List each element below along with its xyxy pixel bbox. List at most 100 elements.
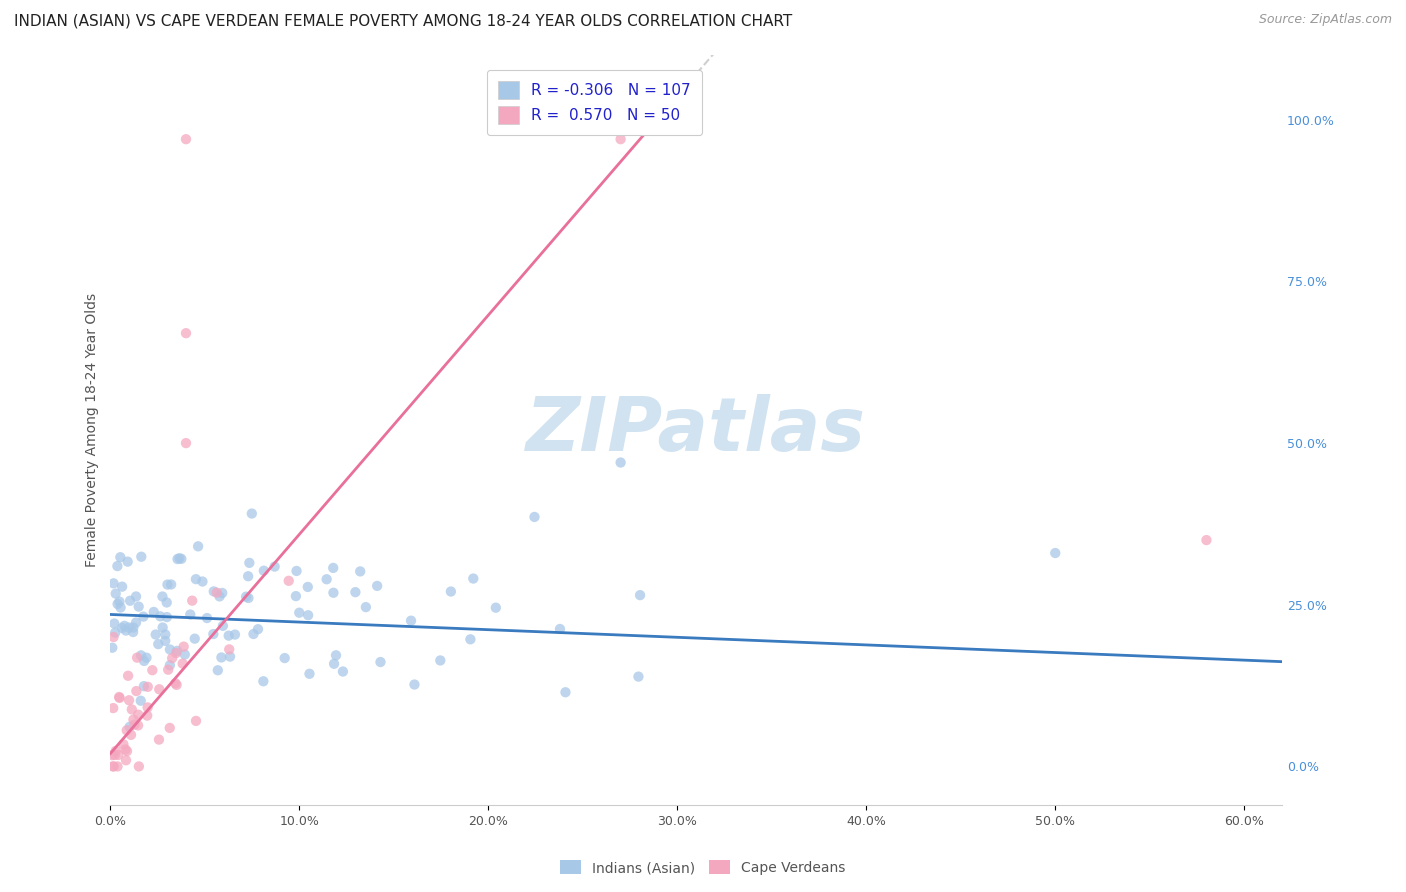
Point xyxy=(166,552,188,566)
Point xyxy=(125,684,148,698)
Point xyxy=(174,326,197,341)
Point xyxy=(212,619,235,633)
Point xyxy=(173,648,195,662)
Point xyxy=(211,586,233,600)
Point xyxy=(104,744,127,758)
Point xyxy=(136,700,159,714)
Point xyxy=(155,633,177,648)
Point xyxy=(112,619,135,633)
Point xyxy=(240,507,263,521)
Point xyxy=(132,609,155,624)
Point xyxy=(156,595,179,609)
Text: INDIAN (ASIAN) VS CAPE VERDEAN FEMALE POVERTY AMONG 18-24 YEAR OLDS CORRELATION : INDIAN (ASIAN) VS CAPE VERDEAN FEMALE PO… xyxy=(14,13,793,29)
Point xyxy=(165,646,187,660)
Point xyxy=(129,648,152,663)
Point xyxy=(125,590,148,604)
Point xyxy=(440,584,463,599)
Point xyxy=(609,132,631,146)
Point xyxy=(179,607,201,622)
Point xyxy=(191,574,214,589)
Point xyxy=(238,591,260,605)
Point xyxy=(120,728,142,742)
Point xyxy=(145,627,167,641)
Point xyxy=(218,642,240,657)
Point xyxy=(485,600,508,615)
Point xyxy=(127,650,149,665)
Point xyxy=(115,744,138,758)
Point xyxy=(218,629,240,643)
Point xyxy=(166,644,188,658)
Point xyxy=(142,605,165,619)
Point xyxy=(460,632,482,647)
Point xyxy=(103,576,125,591)
Point xyxy=(104,747,127,762)
Point xyxy=(252,674,274,689)
Point xyxy=(127,718,149,732)
Point xyxy=(181,593,204,607)
Point xyxy=(159,658,181,673)
Point xyxy=(104,625,127,640)
Point xyxy=(325,648,347,663)
Point xyxy=(554,685,576,699)
Point xyxy=(238,556,260,570)
Point xyxy=(111,621,134,635)
Point xyxy=(115,723,138,738)
Point xyxy=(104,586,127,600)
Point xyxy=(108,594,131,608)
Point xyxy=(156,577,179,591)
Point xyxy=(157,663,180,677)
Point xyxy=(112,737,135,751)
Point xyxy=(103,616,125,631)
Point xyxy=(132,679,155,693)
Point xyxy=(208,590,231,604)
Point xyxy=(174,132,197,146)
Point xyxy=(523,510,546,524)
Point xyxy=(224,627,246,641)
Point xyxy=(160,651,183,665)
Point xyxy=(322,586,344,600)
Point xyxy=(247,622,270,636)
Point xyxy=(548,622,571,636)
Legend: R = -0.306   N = 107, R =  0.570   N = 50: R = -0.306 N = 107, R = 0.570 N = 50 xyxy=(486,70,702,135)
Point xyxy=(148,732,170,747)
Point xyxy=(165,676,187,690)
Point xyxy=(404,677,426,691)
Point xyxy=(349,565,371,579)
Point xyxy=(609,456,631,470)
Point xyxy=(132,654,155,668)
Point xyxy=(263,559,285,574)
Point xyxy=(332,665,354,679)
Point xyxy=(184,572,207,586)
Point xyxy=(173,640,195,654)
Point xyxy=(103,630,125,644)
Point xyxy=(117,555,139,569)
Point xyxy=(184,632,207,646)
Point xyxy=(209,650,232,665)
Point xyxy=(202,584,225,599)
Point xyxy=(323,657,346,671)
Point xyxy=(110,550,132,565)
Point xyxy=(370,655,392,669)
Point xyxy=(285,564,308,578)
Point xyxy=(202,627,225,641)
Point xyxy=(253,564,276,578)
Point xyxy=(128,759,150,773)
Point xyxy=(122,713,145,727)
Point xyxy=(170,552,193,566)
Point xyxy=(135,650,157,665)
Point xyxy=(205,585,228,599)
Point xyxy=(103,701,125,715)
Point xyxy=(129,694,152,708)
Point xyxy=(117,669,139,683)
Point xyxy=(344,585,367,599)
Point xyxy=(195,611,218,625)
Point xyxy=(277,574,299,588)
Point xyxy=(354,600,377,615)
Point xyxy=(107,747,129,762)
Point xyxy=(235,590,257,604)
Point xyxy=(103,759,125,773)
Point xyxy=(124,717,146,731)
Point xyxy=(297,580,319,594)
Legend: Indians (Asian), Cape Verdeans: Indians (Asian), Cape Verdeans xyxy=(555,855,851,880)
Point xyxy=(149,609,172,624)
